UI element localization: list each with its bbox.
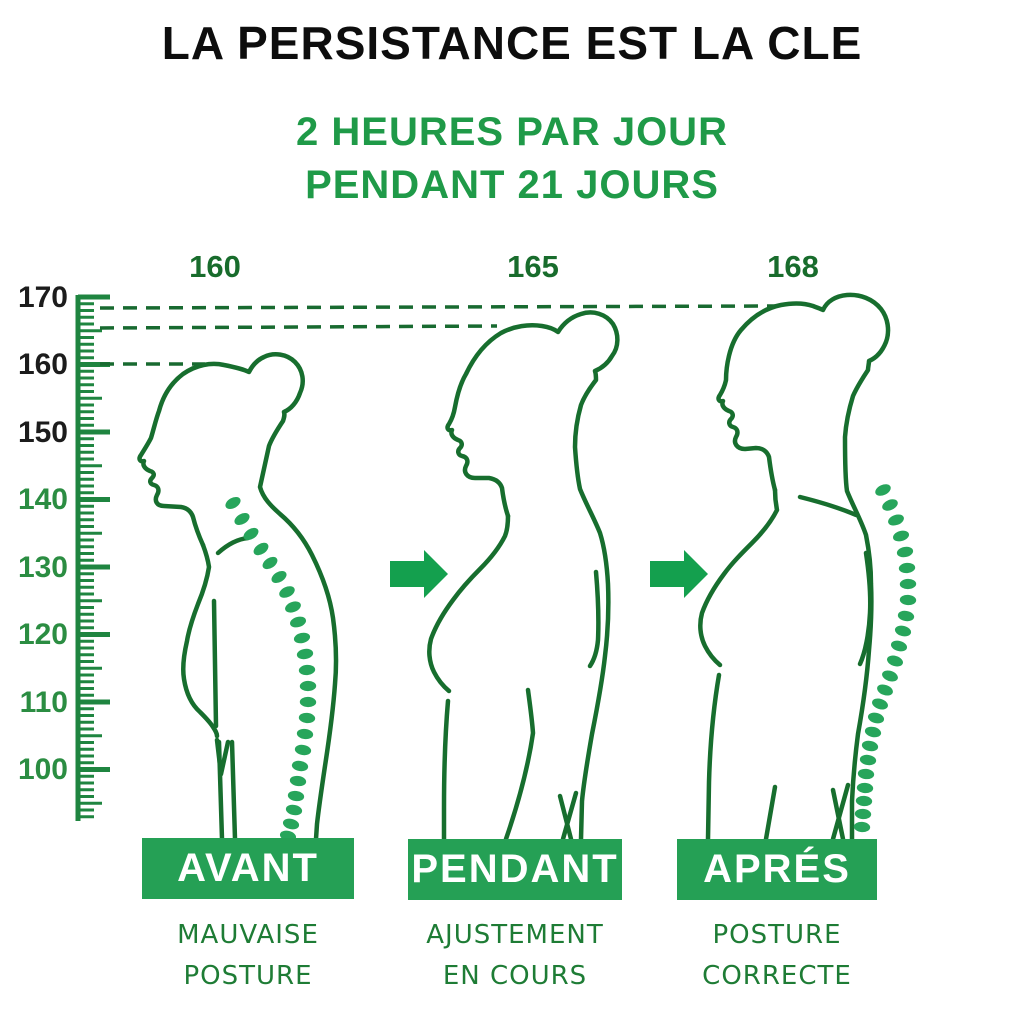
caption-before: MAUVAISE POSTURE — [145, 915, 351, 997]
caption-during-line-2: EN COURS — [442, 961, 588, 991]
dashed-line-165 — [99, 324, 498, 330]
caption-before-line-1: MAUVAISE — [177, 920, 319, 950]
arrow-right-icon — [650, 550, 708, 598]
spine-dots-after — [853, 484, 917, 833]
caption-after-line-2: CORRECTE — [702, 961, 852, 991]
figure-during-outline — [427, 310, 620, 842]
figure-after-outline — [698, 292, 891, 842]
ruler-ticks — [78, 294, 110, 819]
banner-pendant: PENDANT — [408, 839, 622, 900]
banner-apres: APRÉS — [677, 839, 877, 900]
caption-after: POSTURE CORRECTE — [672, 915, 882, 997]
caption-during-line-1: AJUSTEMENT — [426, 920, 604, 950]
caption-after-line-1: POSTURE — [712, 920, 842, 950]
banner-avant: AVANT — [142, 838, 354, 899]
arrow-right-icon — [390, 550, 448, 598]
subtitle-line-2: PENDANT 21 JOURS — [305, 163, 719, 207]
caption-during: AJUSTEMENT EN COURS — [403, 915, 627, 997]
ruler-label-170: 170 — [17, 281, 68, 314]
ruler-label-140: 140 — [17, 483, 68, 516]
spine-dots-before — [225, 497, 317, 842]
ruler-label-120: 120 — [17, 618, 68, 651]
height-label-after: 168 — [767, 249, 819, 284]
subtitle-line-1: 2 HEURES PAR JOUR — [296, 110, 728, 154]
figure-before-outline — [137, 352, 339, 842]
height-label-during: 165 — [507, 249, 559, 284]
ruler-label-150: 150 — [17, 416, 68, 449]
ruler-label-110: 110 — [19, 686, 68, 719]
ruler-label-100: 100 — [17, 753, 68, 786]
height-dashed-lines — [99, 304, 779, 366]
dashed-line-168 — [99, 304, 779, 310]
height-label-before: 160 — [189, 249, 241, 284]
ruler-label-130: 130 — [17, 551, 68, 584]
caption-before-line-2: POSTURE — [183, 961, 313, 991]
page-title: LA PERSISTANCE EST LA CLE — [161, 17, 863, 69]
ruler-graphic — [75, 294, 110, 821]
ruler-label-160: 160 — [17, 348, 68, 381]
subtitle: 2 HEURES PAR JOUR PENDANT 21 JOURS — [0, 106, 1024, 212]
